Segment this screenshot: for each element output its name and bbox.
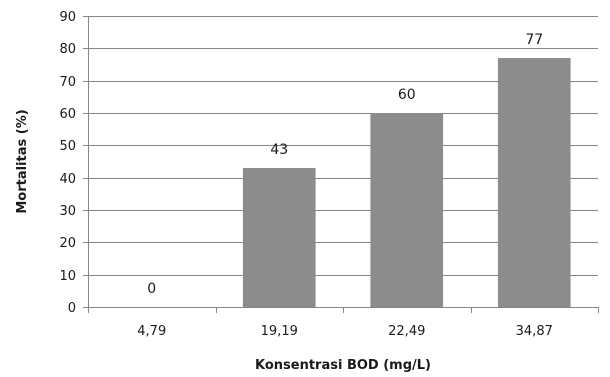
y-tick-label: 0 xyxy=(68,301,76,316)
x-tick-label: 4,79 xyxy=(137,324,166,339)
data-label: 0 xyxy=(147,281,156,297)
y-tick-label: 50 xyxy=(59,139,76,154)
y-tick-labels: 0 10 20 30 40 50 60 70 80 90 xyxy=(59,10,76,316)
y-tick-label: 40 xyxy=(59,172,76,187)
x-axis-title: Konsentrasi BOD (mg/L) xyxy=(255,358,431,373)
x-tick-label: 19,19 xyxy=(261,324,298,339)
x-tick-label: 22,49 xyxy=(388,324,425,339)
y-tick-label: 10 xyxy=(59,269,76,284)
y-tick-label: 30 xyxy=(59,204,76,219)
x-tick-label: 34,87 xyxy=(516,324,553,339)
data-label: 43 xyxy=(270,142,288,158)
data-labels: 0 43 60 77 xyxy=(147,32,543,297)
y-tick-label: 20 xyxy=(59,236,76,251)
bar xyxy=(370,113,444,307)
data-label: 60 xyxy=(398,87,416,103)
y-tick-label: 70 xyxy=(59,75,76,90)
y-tick-label: 90 xyxy=(59,10,76,25)
y-tick-label: 80 xyxy=(59,42,76,57)
y-axis-title: Mortalitas (%) xyxy=(15,109,30,213)
data-label: 77 xyxy=(525,32,543,48)
bar xyxy=(497,58,571,308)
bar xyxy=(242,167,316,307)
y-tick-label: 60 xyxy=(59,107,76,122)
bars xyxy=(242,58,571,308)
gridlines xyxy=(88,16,598,276)
x-tick-labels: 4,79 19,19 22,49 34,87 xyxy=(137,324,553,339)
axes xyxy=(83,16,599,313)
